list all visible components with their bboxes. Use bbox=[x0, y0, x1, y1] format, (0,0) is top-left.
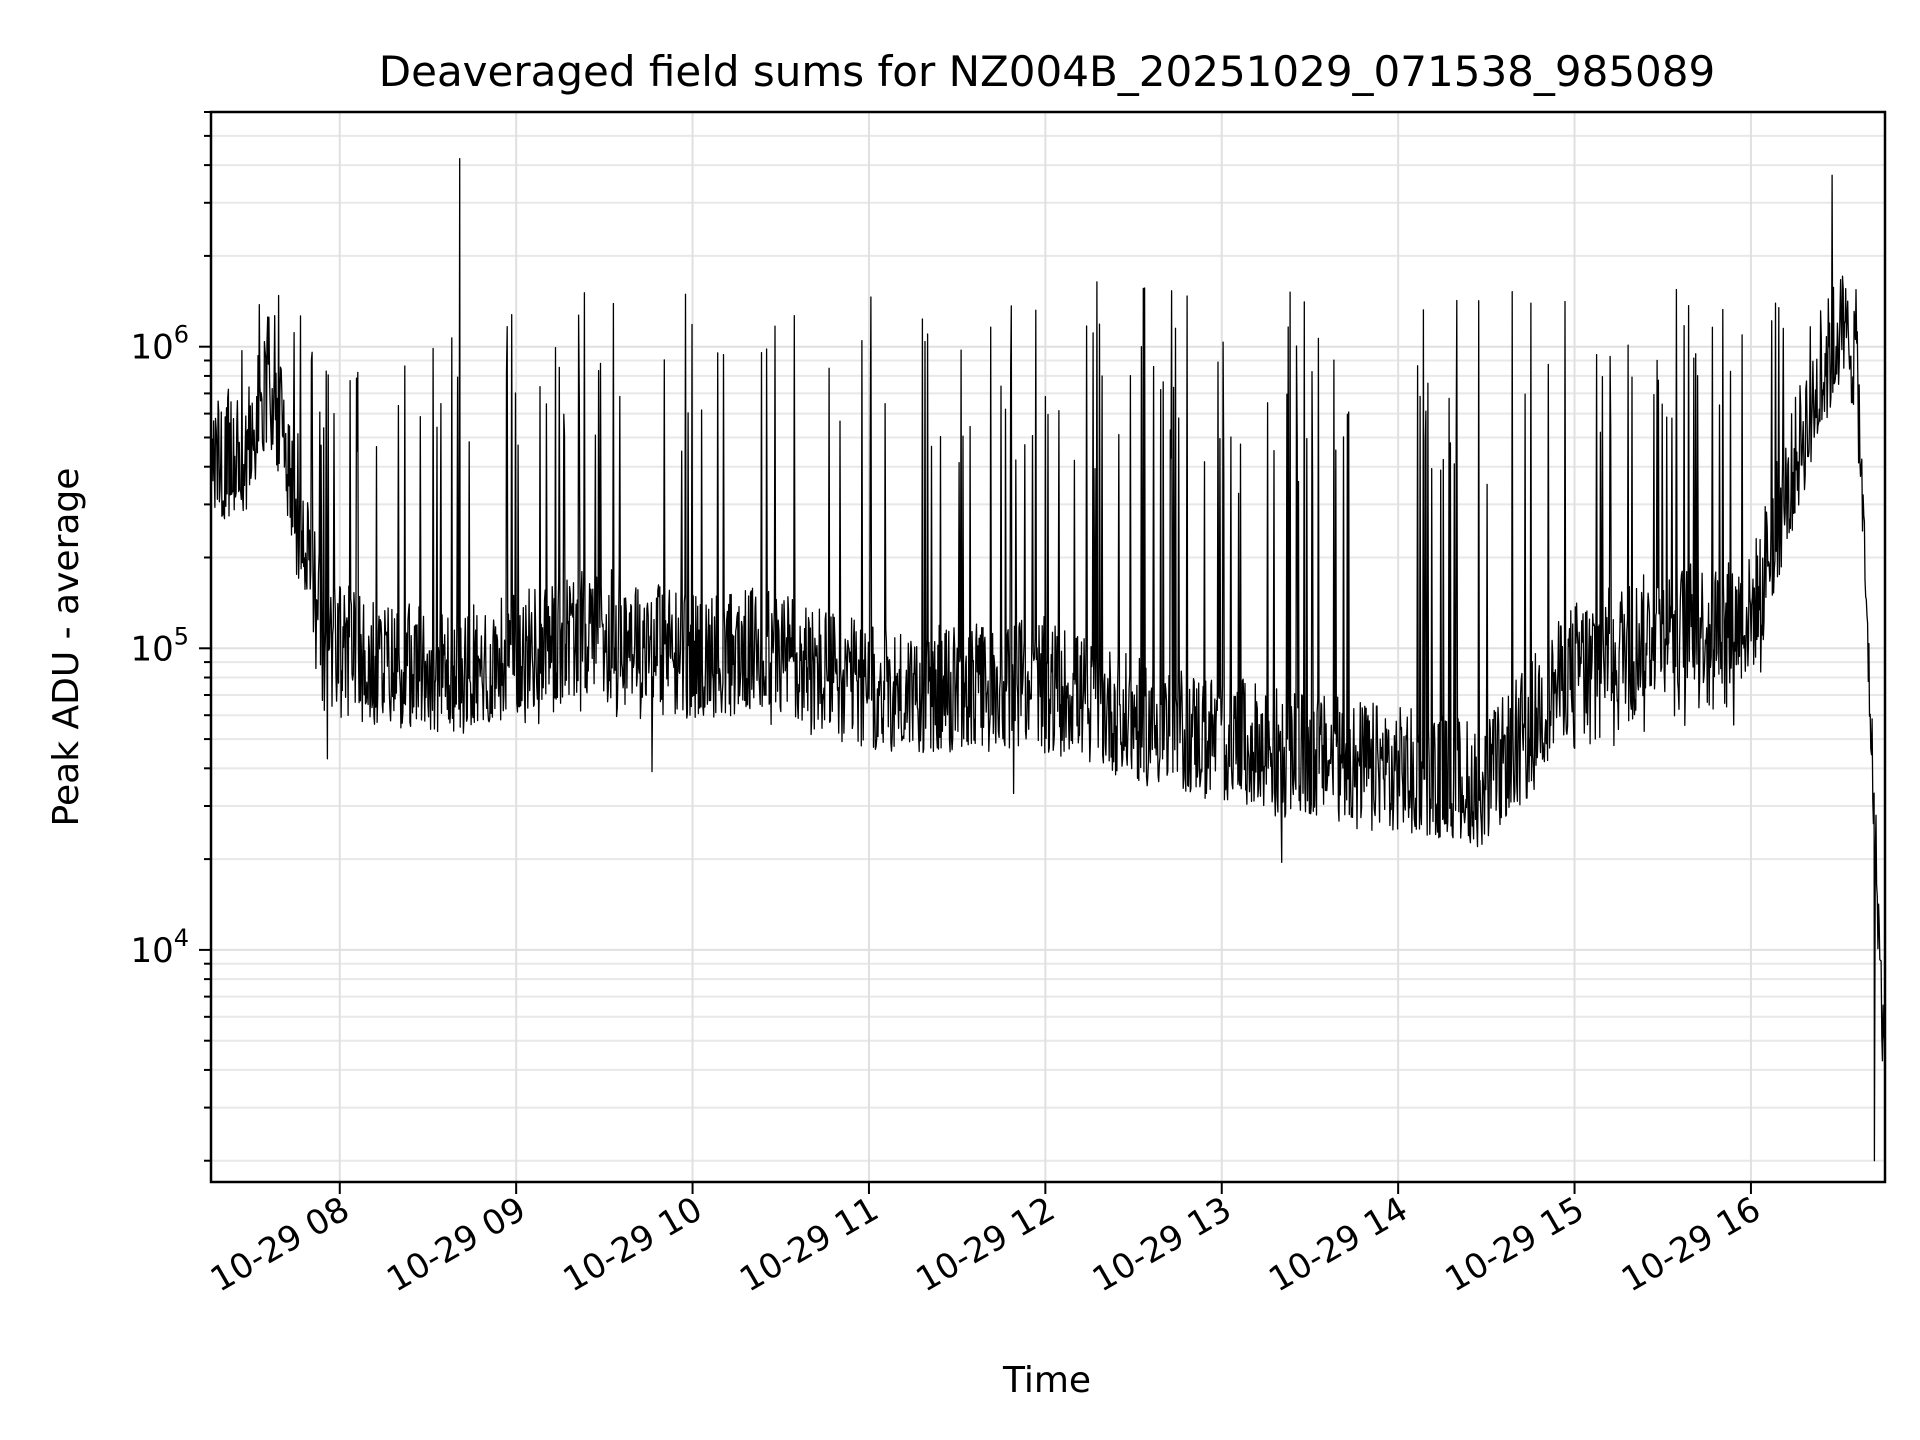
chart-title: Deaveraged field sums for NZ004B_2025102… bbox=[379, 47, 1715, 96]
y-tick-base: 10 bbox=[130, 931, 173, 971]
y-tick-label: 104 bbox=[130, 924, 189, 971]
y-tick-base: 10 bbox=[130, 328, 173, 368]
y-axis-label: Peak ADU - average bbox=[46, 468, 87, 827]
series-layer bbox=[210, 158, 1886, 1162]
series-line bbox=[210, 158, 1886, 1162]
y-tick-exponent: 4 bbox=[174, 924, 189, 952]
y-tick-base: 10 bbox=[130, 629, 173, 669]
plot-frame bbox=[209, 110, 1887, 1184]
x-axis-label: Time bbox=[1002, 1360, 1091, 1401]
y-tick-label: 106 bbox=[130, 321, 189, 368]
y-tick-label: 105 bbox=[130, 622, 189, 669]
y-tick-exponent: 6 bbox=[174, 321, 189, 349]
y-tick-exponent: 5 bbox=[174, 622, 189, 650]
